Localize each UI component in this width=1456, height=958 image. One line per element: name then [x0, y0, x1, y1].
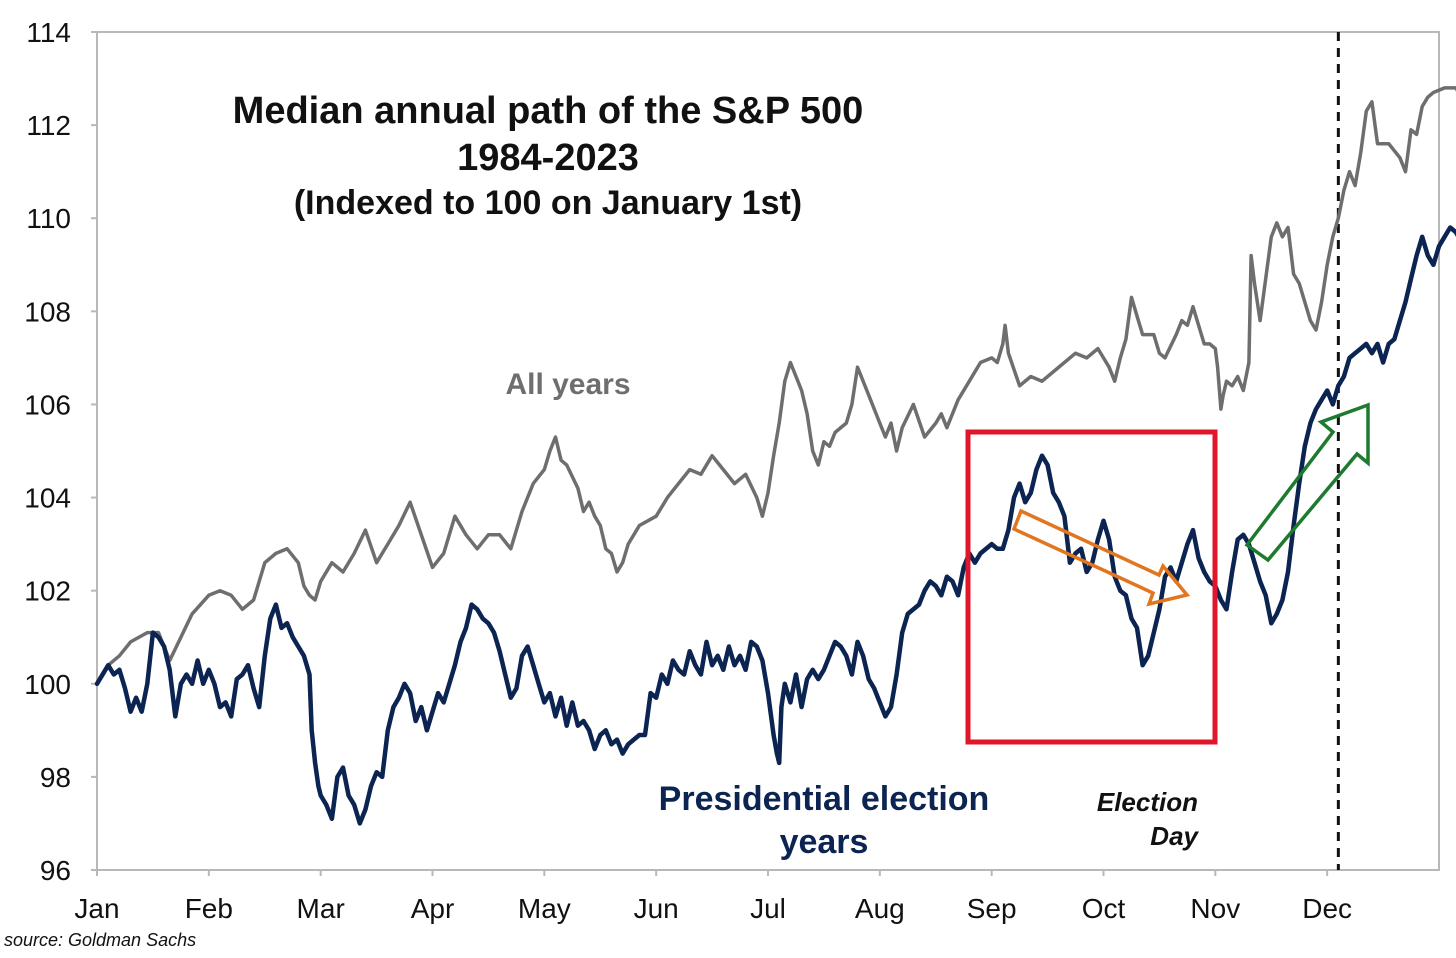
x-axis: Jan Feb Mar Apr May Jun Jul Aug Sep Oct Nov Dec — [74, 870, 1352, 924]
y-tick-label: 96 — [40, 855, 71, 886]
x-tick-label: Dec — [1302, 893, 1352, 924]
presidential-label-line1: Presidential election — [659, 780, 990, 818]
y-tick-label: 100 — [24, 669, 71, 700]
y-tick-label: 98 — [40, 762, 71, 793]
highlight-box — [965, 429, 1218, 745]
x-tick-label: Apr — [411, 893, 455, 924]
chart-title-line3: (Indexed to 100 on January 1st) — [294, 184, 802, 222]
plot-frame — [96, 31, 1440, 871]
y-tick-label: 104 — [24, 483, 71, 514]
x-tick-label: Mar — [297, 893, 345, 924]
x-tick-label: Nov — [1190, 893, 1240, 924]
x-tick-label: May — [518, 893, 571, 924]
series-line-presidential — [94, 225, 1456, 826]
x-tick-label: Aug — [855, 893, 905, 924]
source-note: source: Goldman Sachs — [4, 930, 197, 950]
y-tick-label: 110 — [26, 203, 71, 234]
y-tick-label: 114 — [26, 17, 71, 48]
chart-title-line1: Median annual path of the S&P 500 — [233, 90, 864, 132]
uptrend-arrow — [1244, 402, 1370, 563]
series-line-all-years — [95, 86, 1456, 686]
all-years-label: All years — [505, 368, 630, 401]
x-tick-label: Jun — [634, 893, 679, 924]
y-tick-label: 108 — [24, 296, 71, 327]
election-day-label-line1: Election — [1097, 787, 1198, 817]
x-tick-label: Jan — [74, 893, 119, 924]
downtrend-arrow — [1011, 508, 1191, 607]
y-tick-label: 106 — [24, 389, 71, 420]
x-tick-label: Oct — [1082, 893, 1126, 924]
y-tick-label: 102 — [24, 576, 71, 607]
election-day-label-line2: Day — [1150, 821, 1199, 851]
series-layer — [94, 86, 1456, 826]
presidential-label-line2: years — [780, 823, 869, 861]
y-tick-label: 112 — [26, 110, 71, 141]
x-tick-label: Jul — [750, 893, 786, 924]
x-tick-label: Feb — [185, 893, 233, 924]
chart-title-line2: 1984-2023 — [457, 137, 639, 179]
y-axis: 96 98 100 102 104 106 108 110 112 114 — [24, 17, 97, 886]
x-tick-label: Sep — [967, 893, 1017, 924]
